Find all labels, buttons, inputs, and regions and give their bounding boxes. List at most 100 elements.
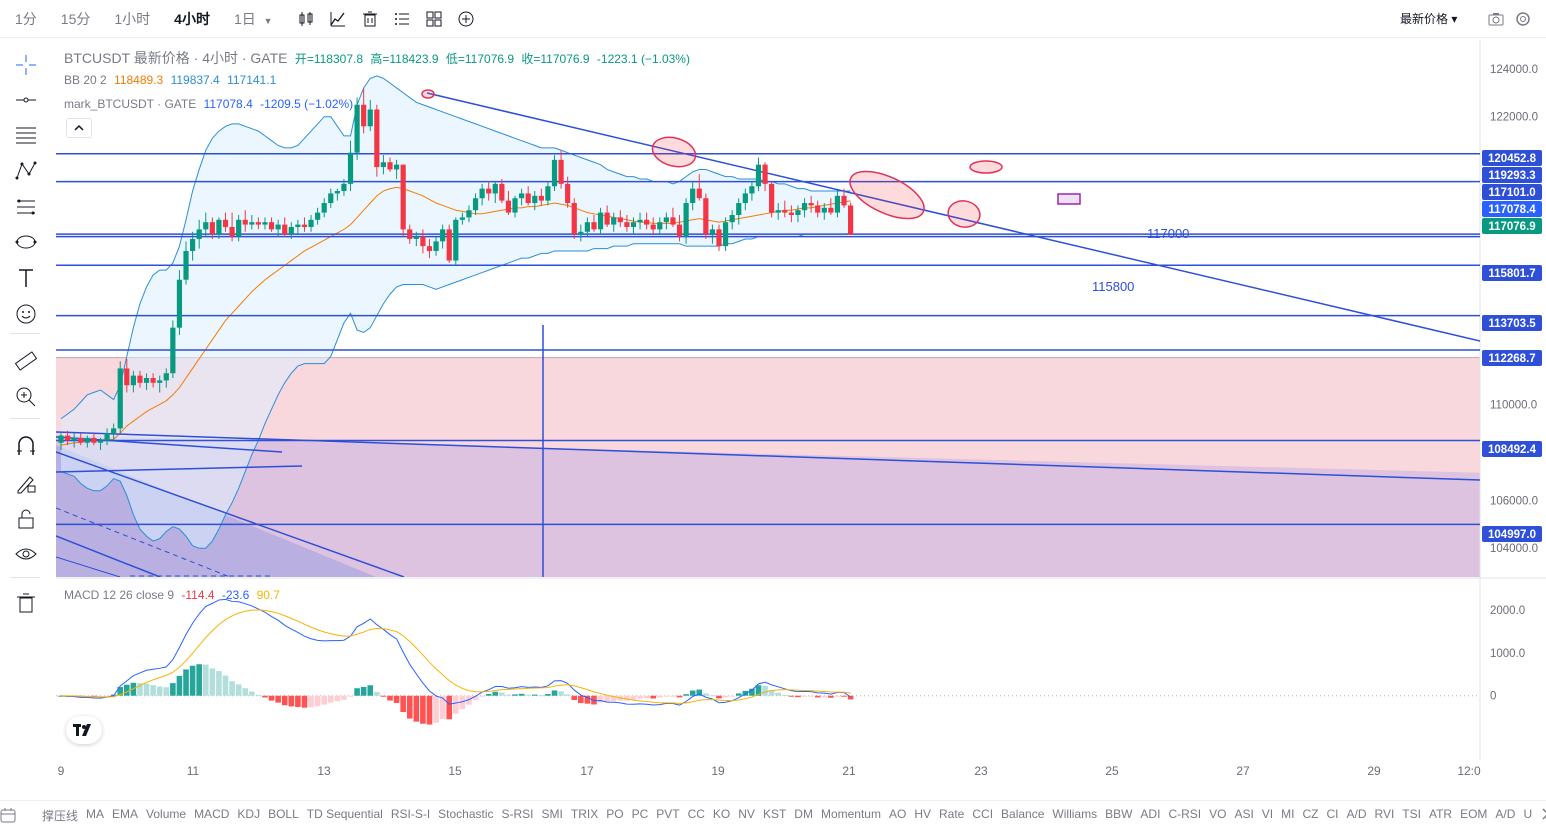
remove-tool[interactable]: [10, 588, 42, 618]
candle-body: [387, 162, 393, 170]
price-mode-select[interactable]: 最新价格 ▾: [1400, 12, 1458, 26]
channel-line-3[interactable]: [56, 556, 121, 577]
indicator-item[interactable]: A/D: [1346, 806, 1367, 821]
emoji-tool[interactable]: [10, 299, 42, 329]
indicator-item[interactable]: MACD: [194, 806, 230, 821]
indicator-item[interactable]: TD Sequential: [306, 806, 383, 821]
indicator-item[interactable]: Volume: [146, 806, 187, 821]
timeframe-1d[interactable]: 1日 ▼: [225, 0, 282, 38]
pattern-icon: [15, 161, 37, 180]
layout-button[interactable]: [418, 0, 450, 38]
indicator-item[interactable]: BOLL: [268, 806, 299, 821]
flat-trendline[interactable]: [56, 465, 303, 473]
indicators-button[interactable]: [322, 0, 354, 38]
timeframe-4h[interactable]: 4小时: [174, 10, 210, 27]
indicator-item[interactable]: 撑压线: [42, 808, 79, 823]
indicator-item[interactable]: PO: [606, 806, 624, 821]
indicator-item[interactable]: TRIX: [570, 806, 599, 821]
indicator-item[interactable]: CCI: [972, 806, 994, 821]
delete-drawings-button[interactable]: [354, 0, 386, 38]
indicator-item[interactable]: EMA: [112, 806, 139, 821]
indicator-item[interactable]: HV: [914, 806, 931, 821]
marker-rect[interactable]: [1057, 193, 1081, 205]
indicator-item[interactable]: AO: [888, 806, 907, 821]
projection-tool[interactable]: [10, 192, 42, 222]
fib-tool[interactable]: [10, 120, 42, 150]
candle-body: [367, 109, 373, 127]
indicator-item[interactable]: EOM: [1460, 806, 1488, 821]
object-list-button[interactable]: [386, 0, 418, 38]
indicator-item[interactable]: U: [1523, 806, 1533, 821]
indicator-item[interactable]: RSI-S-I: [390, 806, 431, 821]
indicator-item[interactable]: RVI: [1374, 806, 1395, 821]
timeframe-1h[interactable]: 1小时: [114, 10, 151, 27]
lower-trendline[interactable]: [56, 431, 1480, 481]
indicator-item[interactable]: ADI: [1140, 806, 1161, 821]
channel-line-1[interactable]: [56, 451, 405, 577]
indicator-item[interactable]: VI: [1261, 806, 1274, 821]
ruler-tool[interactable]: [10, 346, 42, 376]
indicator-item[interactable]: CZ: [1302, 806, 1319, 821]
indicator-item[interactable]: VO: [1209, 806, 1227, 821]
crosshair-tool[interactable]: [10, 50, 42, 80]
hide-tool[interactable]: [10, 539, 42, 569]
calendar-button[interactable]: [0, 807, 16, 823]
indicator-item[interactable]: ATR: [1428, 806, 1453, 821]
tradingview-logo[interactable]: [66, 716, 102, 744]
marker-ellipse-3[interactable]: [843, 162, 931, 228]
timeframe-1m[interactable]: 1分: [15, 10, 37, 27]
more-indicators-button[interactable]: [1540, 807, 1546, 823]
text-tool[interactable]: [10, 263, 42, 293]
indicator-item[interactable]: BBW: [1105, 806, 1133, 821]
indicator-item[interactable]: Balance: [1001, 806, 1045, 821]
indicator-item[interactable]: Stochastic: [438, 806, 494, 821]
indicator-item[interactable]: SMI: [541, 806, 563, 821]
add-button[interactable]: [450, 0, 482, 38]
indicator-item[interactable]: KDJ: [237, 806, 261, 821]
indicator-item[interactable]: A/D: [1495, 806, 1516, 821]
chart-canvas[interactable]: 117000 115800 124000.0 122000.0 110000.0 108…: [0, 0, 1546, 800]
pattern-tool[interactable]: [10, 156, 42, 186]
indicator-item[interactable]: C-RSI: [1168, 806, 1202, 821]
timeframe-15m[interactable]: 15分: [60, 10, 91, 27]
bb-name[interactable]: BB 20 2: [64, 73, 107, 87]
candle-type-button[interactable]: [290, 0, 322, 38]
indicator-item[interactable]: PVT: [656, 806, 680, 821]
candle-body: [341, 183, 347, 192]
mark-name[interactable]: mark_BTCUSDT · GATE: [64, 97, 197, 111]
indicator-item[interactable]: Williams: [1052, 806, 1098, 821]
indicator-item[interactable]: Momentum: [820, 806, 881, 821]
zoom-tool[interactable]: [10, 382, 42, 412]
indicator-item[interactable]: ASI: [1234, 806, 1254, 821]
marker-ellipse-1[interactable]: [421, 89, 435, 99]
descending-trendline[interactable]: [426, 92, 1480, 342]
lock-draw-tool[interactable]: [10, 468, 42, 498]
lock-tool[interactable]: [10, 504, 42, 534]
brush-tool[interactable]: [10, 227, 42, 257]
line-tool[interactable]: [10, 85, 42, 115]
indicator-item[interactable]: CC: [687, 806, 705, 821]
settings-button[interactable]: [1508, 0, 1538, 38]
magnet-tool[interactable]: [10, 431, 42, 461]
marker-ellipse-5[interactable]: [969, 160, 1003, 174]
indicator-item[interactable]: KST: [762, 806, 787, 821]
symbol-title[interactable]: BTCUSDT 最新价格 · 4小时 · GATE: [64, 50, 288, 66]
indicator-item[interactable]: PC: [631, 806, 649, 821]
candle-body: [176, 279, 183, 328]
indicator-item[interactable]: S-RSI: [501, 806, 534, 821]
macd-name[interactable]: MACD 12 26 close 9: [64, 588, 175, 602]
marker-ellipse-2[interactable]: [649, 133, 699, 171]
macd-hist-bar: [189, 665, 196, 696]
indicator-item[interactable]: TSI: [1402, 806, 1421, 821]
legend-collapse-button[interactable]: [66, 118, 92, 138]
indicator-item[interactable]: MI: [1281, 806, 1295, 821]
indicator-item[interactable]: CI: [1326, 806, 1339, 821]
marker-ellipse-4[interactable]: [946, 198, 982, 229]
channel-line-2[interactable]: [56, 535, 161, 577]
indicator-item[interactable]: Rate: [939, 806, 965, 821]
indicator-item[interactable]: DM: [794, 806, 813, 821]
indicator-item[interactable]: NV: [738, 806, 755, 821]
indicator-item[interactable]: MA: [86, 806, 105, 821]
indicator-item[interactable]: KO: [712, 806, 731, 821]
snapshot-button[interactable]: [1484, 0, 1508, 38]
